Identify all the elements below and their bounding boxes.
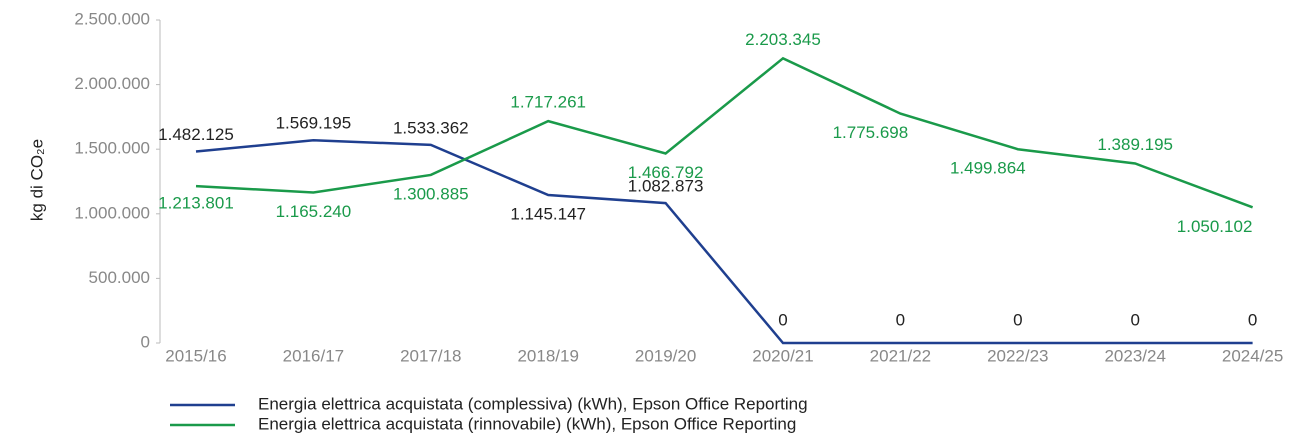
- y-tick-label: 2.500.000: [74, 9, 150, 28]
- data-label: 0: [778, 310, 787, 329]
- data-label: 1.717.261: [510, 93, 586, 112]
- x-tick-label: 2021/22: [870, 346, 931, 365]
- data-label: 1.569.195: [276, 114, 352, 133]
- data-label: 1.482.125: [158, 125, 234, 144]
- y-tick-label: 1.500.000: [74, 139, 150, 158]
- series-line: [195, 56, 1254, 209]
- x-tick-label: 2018/19: [517, 346, 578, 365]
- data-label: 1.165.240: [276, 202, 352, 221]
- data-label: 1.300.885: [393, 184, 469, 203]
- legend-label: Energia elettrica acquistata (complessiv…: [258, 394, 808, 413]
- y-axis-label: kg di CO₂e: [27, 139, 46, 221]
- data-label: 0: [1248, 310, 1257, 329]
- y-tick-label: 0: [141, 332, 150, 351]
- data-label: 0: [1013, 310, 1022, 329]
- y-tick-label: 500.000: [89, 268, 150, 287]
- x-tick-label: 2022/23: [987, 346, 1048, 365]
- y-tick-label: 2.000.000: [74, 74, 150, 93]
- data-label: 0: [1130, 310, 1139, 329]
- data-label: 2.203.345: [745, 30, 821, 49]
- data-label: 1.389.195: [1097, 135, 1173, 154]
- data-label: 1.499.864: [950, 159, 1026, 178]
- x-tick-label: 2020/21: [752, 346, 813, 365]
- data-label: 1.466.792: [628, 163, 704, 182]
- data-label: 1.050.102: [1177, 217, 1253, 236]
- x-tick-label: 2024/25: [1222, 346, 1283, 365]
- data-label: 1.213.801: [158, 194, 234, 213]
- x-tick-label: 2019/20: [635, 346, 696, 365]
- x-tick-label: 2017/18: [400, 346, 461, 365]
- x-tick-label: 2016/17: [283, 346, 344, 365]
- x-tick-label: 2023/24: [1104, 346, 1165, 365]
- data-label: 1.775.698: [833, 123, 909, 142]
- series-line: [195, 139, 1253, 345]
- y-tick-label: 1.000.000: [74, 203, 150, 222]
- legend-label: Energia elettrica acquistata (rinnovabil…: [258, 414, 796, 433]
- x-tick-label: 2015/16: [165, 346, 226, 365]
- data-label: 1.145.147: [510, 205, 586, 224]
- data-label: 1.533.362: [393, 118, 469, 137]
- data-label: 1.082.873: [628, 177, 704, 196]
- data-label: 0: [896, 310, 905, 329]
